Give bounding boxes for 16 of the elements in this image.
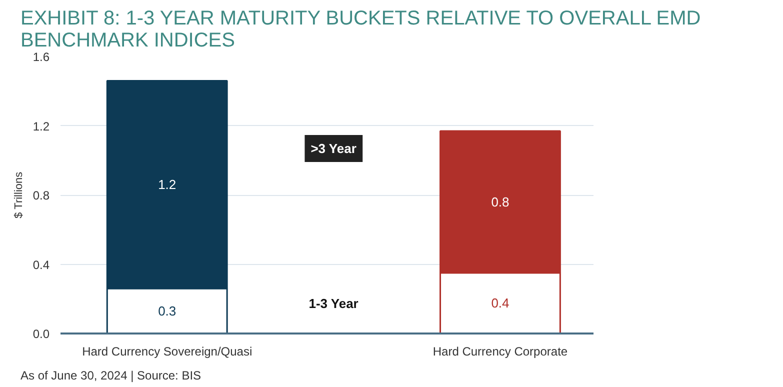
annotation: 1-3 Year bbox=[308, 296, 358, 311]
text: 0.0 bbox=[32, 327, 50, 341]
annotation: >3 Year bbox=[310, 141, 356, 156]
y-tick-label: 1.6 bbox=[32, 50, 50, 64]
x-tick-label: Hard Currency Sovereign/Quasi bbox=[82, 344, 252, 358]
text: As of June 30, 2024 | Source: BIS bbox=[20, 368, 202, 382]
y-tick-label: 0.4 bbox=[32, 258, 50, 272]
x-tick-label: Hard Currency Corporate bbox=[432, 344, 568, 358]
y-axis-title: $ Trillions bbox=[12, 171, 25, 218]
y-tick-label: 1.2 bbox=[32, 119, 50, 134]
data-label: 0.8 bbox=[491, 194, 510, 210]
data-label: 1.2 bbox=[158, 177, 176, 192]
data-label: 0.4 bbox=[491, 296, 510, 311]
data-label: 0.3 bbox=[158, 303, 176, 318]
chart-title: EXHIBIT 8: 1-3 YEAR MATURITY BUCKETS RELATIVE TO OVERALL EMD BENCHMARK INDICES bbox=[20, 8, 701, 52]
y-tick-label: 0.8 bbox=[32, 188, 50, 202]
